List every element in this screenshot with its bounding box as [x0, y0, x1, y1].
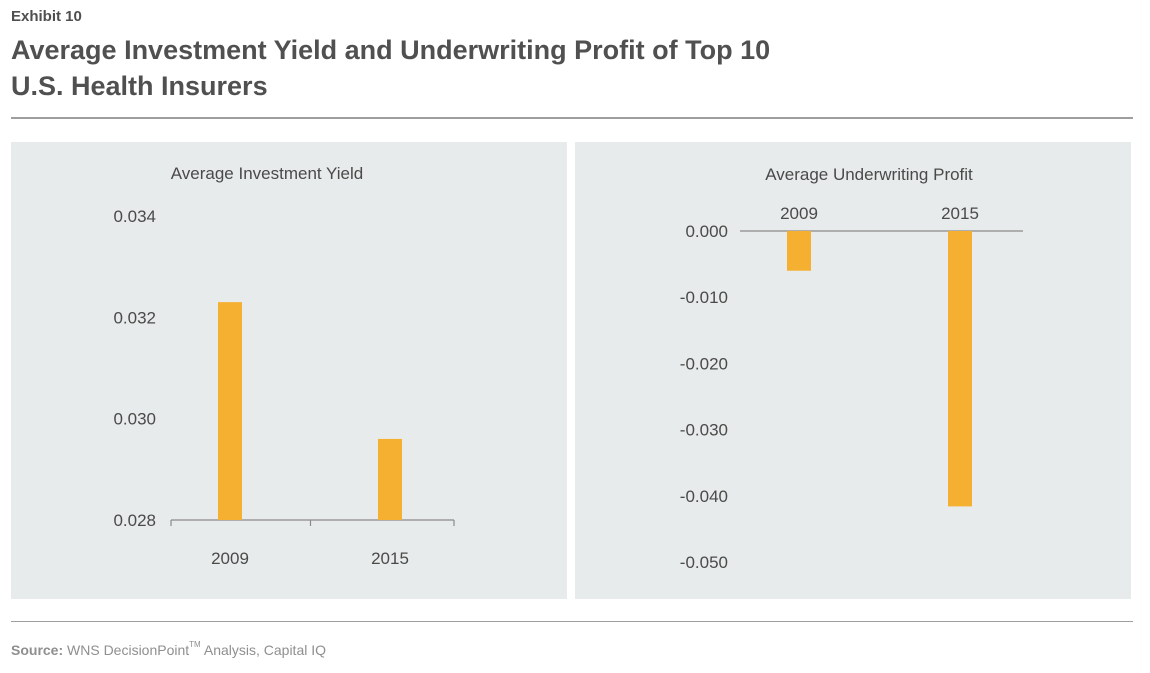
page-title: Average Investment Yield and Underwritin… [11, 32, 1011, 104]
bar-2009 [218, 302, 242, 520]
y-tick-label: -0.010 [680, 288, 728, 307]
y-tick-label: -0.050 [680, 553, 728, 572]
category-label: 2009 [211, 549, 249, 568]
source-text: WNS DecisionPoint [67, 642, 190, 658]
category-label: 2009 [780, 204, 818, 223]
chart-title: Average Investment Yield [171, 164, 363, 183]
underwriting-profit-panel: Average Underwriting Profit 0.000 -0.010 -0… [575, 142, 1131, 599]
bar-2009 [787, 231, 811, 271]
category-label: 2015 [941, 204, 979, 223]
source-note: Source: WNS DecisionPointTM Analysis, Ca… [11, 640, 327, 658]
underwriting-profit-chart: Average Underwriting Profit 0.000 -0.010 -0… [680, 165, 1023, 572]
chart-title: Average Underwriting Profit [765, 165, 973, 184]
y-tick-label: 0.034 [113, 207, 156, 226]
bar-2015 [948, 231, 972, 507]
y-tick-label: 0.032 [113, 308, 156, 327]
exhibit-label: Exhibit 10 [11, 8, 82, 25]
category-label: 2015 [371, 549, 409, 568]
y-tick-label: -0.030 [680, 421, 728, 440]
investment-yield-panel: Average Investment Yield 0.034 0.032 0.030 0… [11, 142, 567, 599]
bar-2015 [378, 438, 402, 520]
title-line-2: U.S. Health Insurers [11, 71, 268, 101]
y-tick-label: 0.028 [113, 511, 156, 530]
y-tick-label: 0.000 [685, 222, 728, 241]
title-line-1: Average Investment Yield and Underwritin… [11, 35, 771, 65]
top-divider [11, 117, 1133, 119]
y-tick-label: -0.020 [680, 354, 728, 373]
y-tick-label: 0.030 [113, 410, 156, 429]
trademark-mark: TM [189, 640, 201, 649]
bottom-divider [11, 621, 1133, 622]
y-tick-label: -0.040 [680, 487, 728, 506]
investment-yield-chart: Average Investment Yield 0.034 0.032 0.030 0… [113, 164, 455, 568]
source-label: Source: [11, 642, 64, 658]
source-rest: Analysis, Capital IQ [200, 642, 327, 658]
